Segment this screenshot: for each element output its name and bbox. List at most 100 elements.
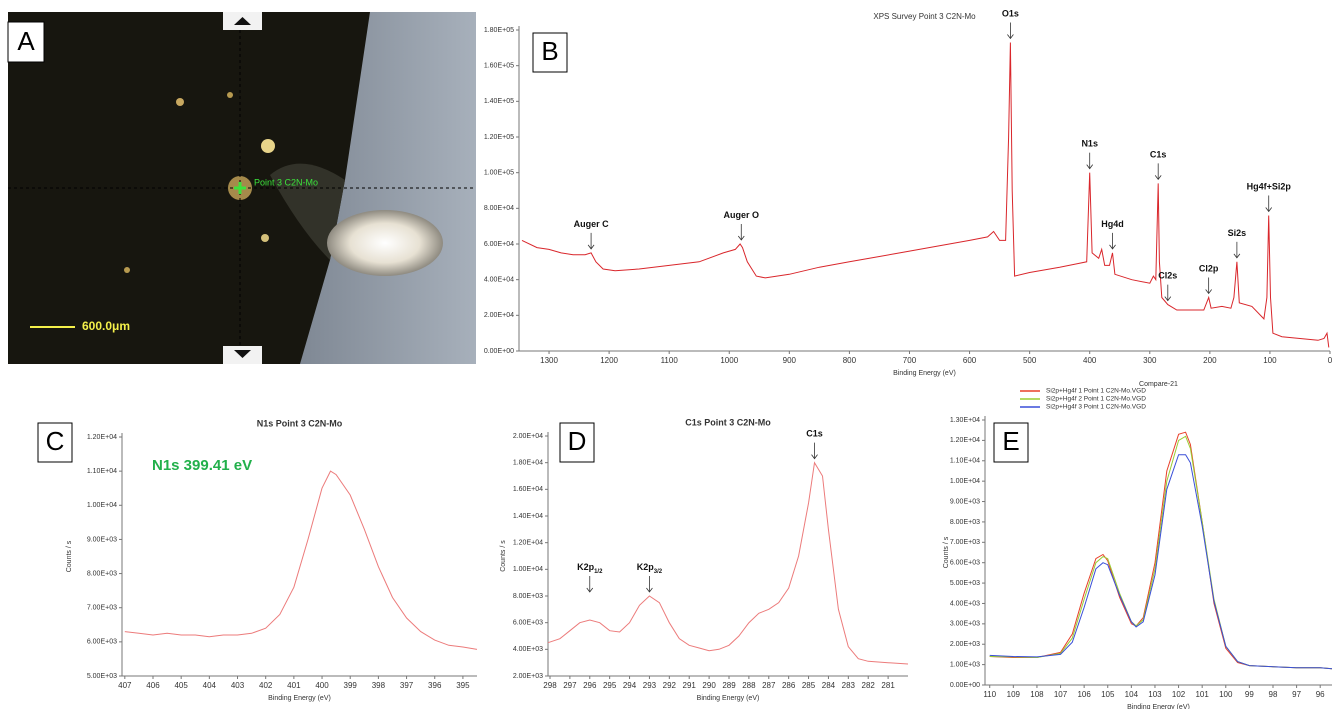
annotation-text: Si2s bbox=[1228, 228, 1247, 238]
y-tick-label: 4.00E+04 bbox=[484, 277, 514, 284]
y-tick-label: 1.20E+05 bbox=[484, 134, 514, 141]
spot bbox=[124, 267, 130, 273]
spectrum-line bbox=[547, 461, 909, 665]
x-tick-label: 399 bbox=[344, 681, 358, 690]
annotation-arrowhead bbox=[737, 235, 745, 241]
spot bbox=[261, 234, 269, 242]
legend-label: Si2p+Hg4f 1 Point 1 C2N-Mo.VGD bbox=[1046, 388, 1146, 395]
x-tick-label: 297 bbox=[563, 681, 577, 690]
peak-annotation: N1s 399.41 eV bbox=[152, 457, 252, 474]
panel-label: B bbox=[541, 36, 558, 66]
annotation-arrowhead bbox=[1265, 207, 1273, 213]
annotation-text: K2p bbox=[577, 562, 595, 572]
y-tick-label: 4.00E+03 bbox=[513, 646, 543, 653]
x-tick-label: 288 bbox=[742, 681, 756, 690]
spot bbox=[227, 92, 233, 98]
y-tick-label: 6.00E+03 bbox=[513, 620, 543, 627]
x-tick-label: 403 bbox=[231, 681, 245, 690]
chart: 0.00E+00 1.00E+03 2.00E+03 3.00E+03 4.00E+03… bbox=[943, 381, 1333, 709]
x-tick-label: 398 bbox=[372, 681, 386, 690]
x-axis-label: Binding Energy (eV) bbox=[697, 695, 760, 702]
y-tick-label: 2.00E+03 bbox=[513, 673, 543, 680]
x-tick-label: 104 bbox=[1125, 690, 1139, 699]
panel-label: D bbox=[568, 426, 587, 456]
y-axis-label: Counts / s bbox=[500, 540, 507, 572]
y-tick-label: 1.30E+04 bbox=[950, 417, 980, 424]
x-tick-label: 500 bbox=[1023, 356, 1037, 365]
panel-label: C bbox=[46, 426, 65, 456]
y-tick-label: 6.00E+03 bbox=[87, 639, 117, 646]
annotation-arrowhead bbox=[1164, 296, 1172, 302]
spot bbox=[176, 98, 184, 106]
x-tick-label: 287 bbox=[762, 681, 776, 690]
y-tick-label: 1.10E+04 bbox=[950, 458, 980, 465]
x-tick-label: 397 bbox=[400, 681, 414, 690]
y-tick-label: 3.00E+03 bbox=[950, 621, 980, 628]
x-tick-label: 110 bbox=[983, 690, 996, 699]
panel-label-box bbox=[37, 422, 73, 463]
annotation-text: Cl2s bbox=[1158, 271, 1177, 281]
annotation-subscript: 3/2 bbox=[654, 569, 663, 575]
legend-label: Si2p+Hg4f 2 Point 1 C2N-Mo.VGD bbox=[1046, 396, 1146, 403]
y-tick-label: 1.40E+04 bbox=[513, 513, 543, 520]
x-tick-label: 282 bbox=[862, 681, 876, 690]
micrograph: Point 3 C2N-Mo 600.0μm A bbox=[7, 12, 476, 364]
annotation-text: C1s bbox=[806, 429, 823, 439]
x-tick-label: 292 bbox=[663, 681, 677, 690]
chart: 0.00E+00 2.00E+04 4.00E+04 6.00E+04 8.00E+04… bbox=[484, 9, 1333, 377]
annotation-text: O1s bbox=[1002, 9, 1019, 19]
bright-particle bbox=[327, 210, 443, 276]
x-tick-label: 600 bbox=[963, 356, 977, 365]
annotation-text: C1s bbox=[1150, 150, 1167, 160]
x-tick-label: 289 bbox=[722, 681, 736, 690]
x-tick-label: 295 bbox=[603, 681, 617, 690]
y-tick-label: 9.00E+03 bbox=[87, 536, 117, 543]
x-tick-label: 293 bbox=[643, 681, 657, 690]
y-tick-label: 7.00E+03 bbox=[950, 539, 980, 546]
y-tick-label: 6.00E+03 bbox=[950, 560, 980, 567]
x-tick-label: 108 bbox=[1030, 690, 1044, 699]
legend-label: Si2p+Hg4f 3 Point 1 C2N-Mo.VGD bbox=[1046, 404, 1146, 411]
x-tick-label: 1100 bbox=[661, 356, 679, 365]
x-tick-label: 200 bbox=[1203, 356, 1217, 365]
x-tick-label: 296 bbox=[583, 681, 597, 690]
x-axis-label: Binding Energy (eV) bbox=[1127, 704, 1190, 709]
x-tick-label: 395 bbox=[456, 681, 470, 690]
x-tick-label: 1200 bbox=[600, 356, 618, 365]
y-tick-label: 1.60E+05 bbox=[484, 63, 514, 70]
spot bbox=[261, 139, 275, 153]
down-arrow bbox=[234, 350, 251, 358]
annotation-text: Hg4f+Si2p bbox=[1247, 182, 1292, 192]
annotation: K2p1/2 bbox=[577, 562, 603, 574]
x-tick-label: 406 bbox=[146, 681, 160, 690]
x-tick-label: 298 bbox=[543, 681, 557, 690]
y-tick-label: 1.20E+04 bbox=[513, 540, 543, 547]
annotation-arrowhead bbox=[586, 587, 594, 593]
annotation-text: Auger O bbox=[724, 210, 760, 220]
x-tick-label: 286 bbox=[782, 681, 796, 690]
x-axis-label: Binding Energy (eV) bbox=[893, 370, 956, 377]
annotation-arrowhead bbox=[1154, 175, 1162, 181]
annotation: C1s bbox=[806, 429, 823, 439]
x-tick-label: 291 bbox=[683, 681, 697, 690]
x-tick-label: 900 bbox=[783, 356, 797, 365]
annotation-arrowhead bbox=[646, 587, 653, 593]
x-tick-label: 99 bbox=[1245, 690, 1254, 699]
x-tick-label: 800 bbox=[843, 356, 857, 365]
spectrum-line bbox=[124, 470, 478, 650]
x-tick-label: 402 bbox=[259, 681, 273, 690]
x-tick-label: 285 bbox=[802, 681, 816, 690]
annotation-text: Cl2p bbox=[1199, 264, 1219, 274]
x-tick-label: 396 bbox=[428, 681, 442, 690]
y-tick-label: 5.00E+03 bbox=[950, 580, 980, 587]
annotation: Si2s bbox=[1228, 228, 1247, 238]
x-tick-label: 405 bbox=[174, 681, 188, 690]
y-tick-label: 2.00E+04 bbox=[513, 433, 543, 440]
y-tick-label: 1.00E+05 bbox=[484, 170, 514, 177]
y-tick-label: 4.00E+03 bbox=[950, 600, 980, 607]
annotation-arrowhead bbox=[587, 244, 595, 250]
y-tick-label: 1.00E+03 bbox=[950, 661, 980, 668]
annotation: Hg4d bbox=[1101, 219, 1124, 229]
